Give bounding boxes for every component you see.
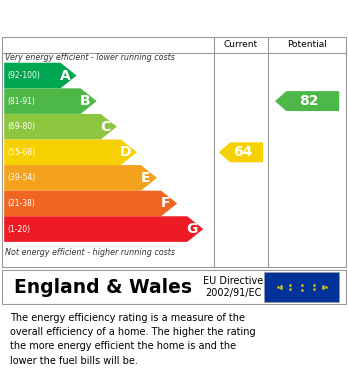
Text: The energy efficiency rating is a measure of the
overall efficiency of a home. T: The energy efficiency rating is a measur… [10, 312, 256, 366]
Text: Not energy efficient - higher running costs: Not energy efficient - higher running co… [5, 248, 175, 257]
Bar [264, 272, 339, 302]
Text: Potential: Potential [287, 40, 327, 49]
Polygon shape [4, 165, 157, 191]
Text: B: B [80, 94, 91, 108]
Polygon shape [4, 191, 177, 216]
Text: G: G [186, 222, 198, 236]
Text: F: F [161, 196, 171, 210]
Text: 64: 64 [233, 145, 252, 159]
Text: (81-91): (81-91) [7, 97, 35, 106]
Text: 82: 82 [299, 94, 318, 108]
Polygon shape [4, 63, 77, 88]
Text: England & Wales: England & Wales [14, 278, 192, 297]
Text: (92-100): (92-100) [7, 71, 40, 80]
Text: (39-54): (39-54) [7, 173, 35, 182]
Polygon shape [4, 140, 137, 165]
Polygon shape [219, 142, 263, 162]
Polygon shape [275, 91, 339, 111]
Text: Very energy efficient - lower running costs: Very energy efficient - lower running co… [5, 53, 175, 62]
Text: (55-68): (55-68) [7, 148, 35, 157]
Text: A: A [60, 68, 71, 83]
Text: E: E [141, 171, 151, 185]
Text: EU Directive
2002/91/EC: EU Directive 2002/91/EC [203, 276, 263, 298]
Text: (1-20): (1-20) [7, 224, 30, 233]
Text: (21-38): (21-38) [7, 199, 35, 208]
Polygon shape [4, 216, 203, 242]
Text: D: D [120, 145, 132, 159]
Polygon shape [4, 114, 117, 140]
Text: C: C [101, 120, 111, 134]
Text: Energy Efficiency Rating: Energy Efficiency Rating [10, 11, 232, 25]
Polygon shape [4, 88, 97, 114]
Text: (69-80): (69-80) [7, 122, 35, 131]
Text: Current: Current [224, 40, 258, 49]
